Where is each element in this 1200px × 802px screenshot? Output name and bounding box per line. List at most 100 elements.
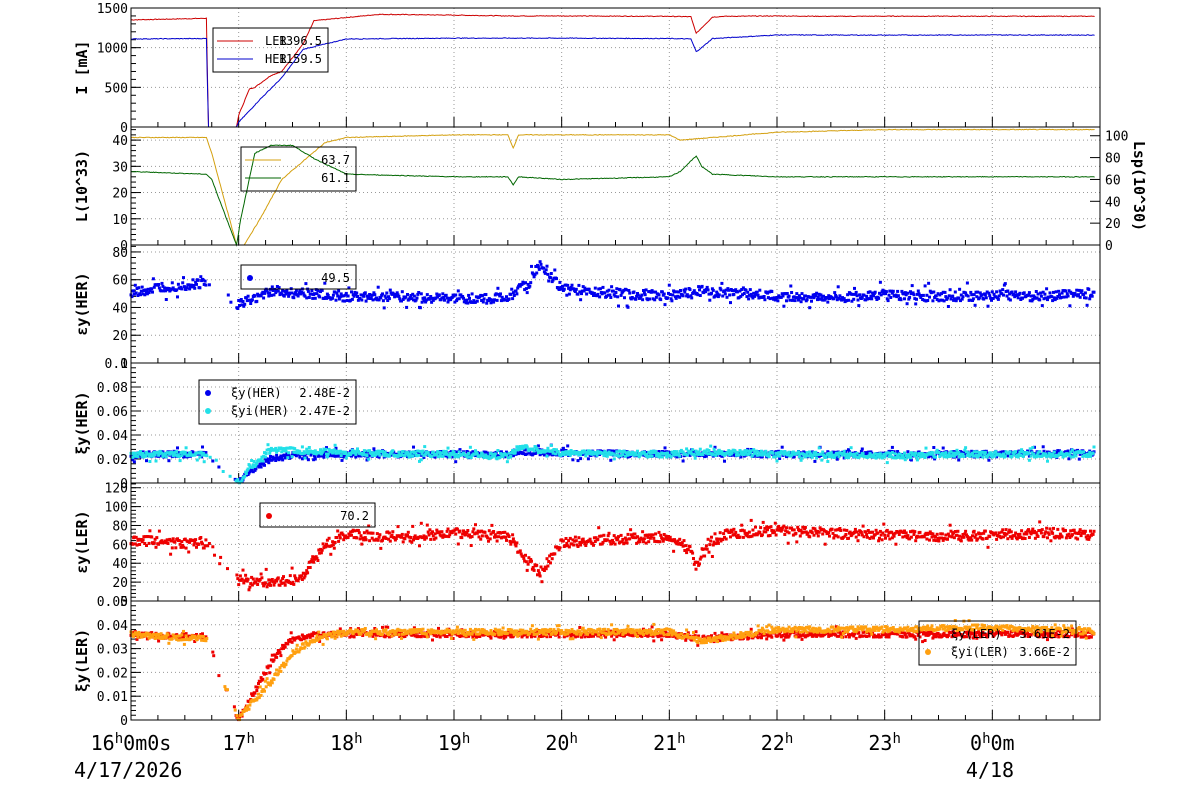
data-point xyxy=(411,455,414,458)
data-point xyxy=(236,478,239,481)
data-point xyxy=(762,521,765,524)
data-point xyxy=(363,449,366,452)
data-point xyxy=(707,538,710,541)
legend-luminosity: 63.761.1 xyxy=(241,147,356,191)
data-point xyxy=(998,295,1001,298)
data-point xyxy=(838,294,841,297)
data-point xyxy=(699,448,702,451)
data-point xyxy=(222,470,225,473)
data-point xyxy=(543,454,546,457)
data-point xyxy=(270,294,273,297)
data-point xyxy=(561,285,564,288)
data-point xyxy=(569,537,572,540)
legend-series-value: 49.5 xyxy=(321,271,350,285)
data-point xyxy=(668,284,671,287)
data-point xyxy=(1024,537,1027,540)
data-point xyxy=(1072,295,1075,298)
data-point xyxy=(615,287,618,290)
data-point xyxy=(701,548,704,551)
data-point xyxy=(884,537,887,540)
data-point xyxy=(522,557,525,560)
data-point xyxy=(750,519,753,522)
data-point xyxy=(684,288,687,291)
data-point xyxy=(182,276,185,279)
data-point xyxy=(691,448,694,451)
data-point xyxy=(627,306,630,309)
data-point xyxy=(447,528,450,531)
data-point xyxy=(771,452,774,455)
data-point xyxy=(145,544,148,547)
data-point xyxy=(791,299,794,302)
data-point xyxy=(694,457,697,460)
data-point xyxy=(264,581,267,584)
series-line-LER xyxy=(131,14,1095,127)
legend-series-name: ξy(HER) xyxy=(231,386,282,400)
data-point xyxy=(1041,304,1044,307)
data-point xyxy=(1061,535,1064,538)
data-point xyxy=(666,297,669,300)
data-point xyxy=(728,294,731,297)
data-point xyxy=(1068,533,1071,536)
data-point xyxy=(454,533,457,536)
data-point xyxy=(350,290,353,293)
data-point xyxy=(620,294,623,297)
data-point xyxy=(911,284,914,287)
data-point xyxy=(1027,452,1030,455)
y-tick-label: 30 xyxy=(112,160,128,175)
data-point xyxy=(957,451,960,454)
data-point xyxy=(785,299,788,302)
data-point xyxy=(426,293,429,296)
data-point xyxy=(172,454,175,457)
data-point xyxy=(944,534,947,537)
data-point xyxy=(1062,296,1065,299)
data-point xyxy=(974,304,977,307)
data-point xyxy=(869,295,872,298)
data-point xyxy=(645,288,648,291)
data-point xyxy=(885,290,888,293)
data-point xyxy=(249,302,252,305)
data-point xyxy=(891,446,894,449)
data-point xyxy=(316,559,319,562)
data-point xyxy=(407,531,410,534)
data-point xyxy=(533,449,536,452)
data-point xyxy=(494,452,497,455)
data-point xyxy=(612,290,615,293)
data-point xyxy=(651,455,654,458)
data-point xyxy=(813,460,816,463)
data-point xyxy=(914,302,917,305)
data-point xyxy=(420,292,423,295)
data-point xyxy=(155,536,158,539)
data-point xyxy=(549,561,552,564)
y-tick-label: 100 xyxy=(105,501,128,516)
data-point xyxy=(579,298,582,301)
data-point xyxy=(570,449,573,452)
data-point xyxy=(836,458,839,461)
data-point xyxy=(1072,455,1075,458)
data-point xyxy=(592,544,595,547)
data-point xyxy=(443,299,446,302)
data-point xyxy=(532,566,535,569)
data-point xyxy=(822,295,825,298)
data-point xyxy=(515,544,518,547)
data-point xyxy=(1018,533,1021,536)
data-point xyxy=(198,456,201,459)
data-point xyxy=(540,580,543,583)
data-point xyxy=(855,536,858,539)
data-point xyxy=(956,534,959,537)
data-point xyxy=(708,299,711,302)
data-point xyxy=(486,536,489,539)
data-point xyxy=(1009,299,1012,302)
data-point xyxy=(175,450,178,453)
data-point xyxy=(910,536,913,539)
data-point xyxy=(678,538,681,541)
data-point xyxy=(150,536,153,539)
data-point xyxy=(865,295,868,298)
data-point xyxy=(247,468,250,471)
data-point xyxy=(269,584,272,587)
data-point xyxy=(980,532,983,535)
data-point xyxy=(568,293,571,296)
data-point xyxy=(719,531,722,534)
data-point xyxy=(736,290,739,293)
data-point xyxy=(472,527,475,530)
